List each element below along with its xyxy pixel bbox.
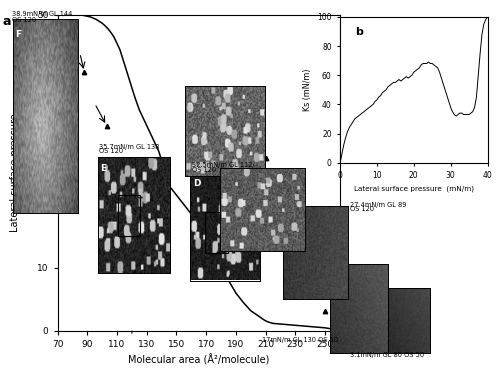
Text: OS 120: OS 120 bbox=[192, 167, 216, 173]
Text: C: C bbox=[285, 211, 292, 220]
X-axis label: Molecular area (Å²/molecule): Molecular area (Å²/molecule) bbox=[128, 355, 270, 366]
Text: 35.7mN/m GL 138: 35.7mN/m GL 138 bbox=[99, 144, 160, 150]
Text: 32.5mN/m GL 112/: 32.5mN/m GL 112/ bbox=[192, 162, 254, 168]
Text: OS 120: OS 120 bbox=[12, 17, 36, 23]
Text: b: b bbox=[355, 27, 362, 37]
Text: B: B bbox=[332, 269, 339, 278]
Text: A: A bbox=[375, 292, 382, 301]
Bar bbox=[206, 212, 228, 254]
X-axis label: Lateral surface pressure  (mN/m): Lateral surface pressure (mN/m) bbox=[354, 186, 474, 192]
Bar bbox=[118, 195, 140, 236]
Text: 38.9mN/m GL 144: 38.9mN/m GL 144 bbox=[12, 11, 73, 17]
Text: a: a bbox=[2, 15, 11, 28]
Y-axis label: Ks (mN/m): Ks (mN/m) bbox=[302, 68, 312, 111]
Text: D: D bbox=[193, 178, 200, 187]
Text: OS 120: OS 120 bbox=[350, 206, 374, 212]
Text: F: F bbox=[15, 30, 21, 39]
Text: 3.1mN/m GL 80 OS 50: 3.1mN/m GL 80 OS 50 bbox=[350, 352, 424, 358]
Text: 17mN/m GL 130 OS 50: 17mN/m GL 130 OS 50 bbox=[262, 337, 338, 343]
Text: 27.4mN/m GL 89: 27.4mN/m GL 89 bbox=[350, 202, 406, 208]
Text: OS 120: OS 120 bbox=[99, 148, 123, 154]
Text: E: E bbox=[100, 164, 106, 173]
Y-axis label: Lateral surface pressure
(mN/m): Lateral surface pressure (mN/m) bbox=[10, 114, 32, 232]
